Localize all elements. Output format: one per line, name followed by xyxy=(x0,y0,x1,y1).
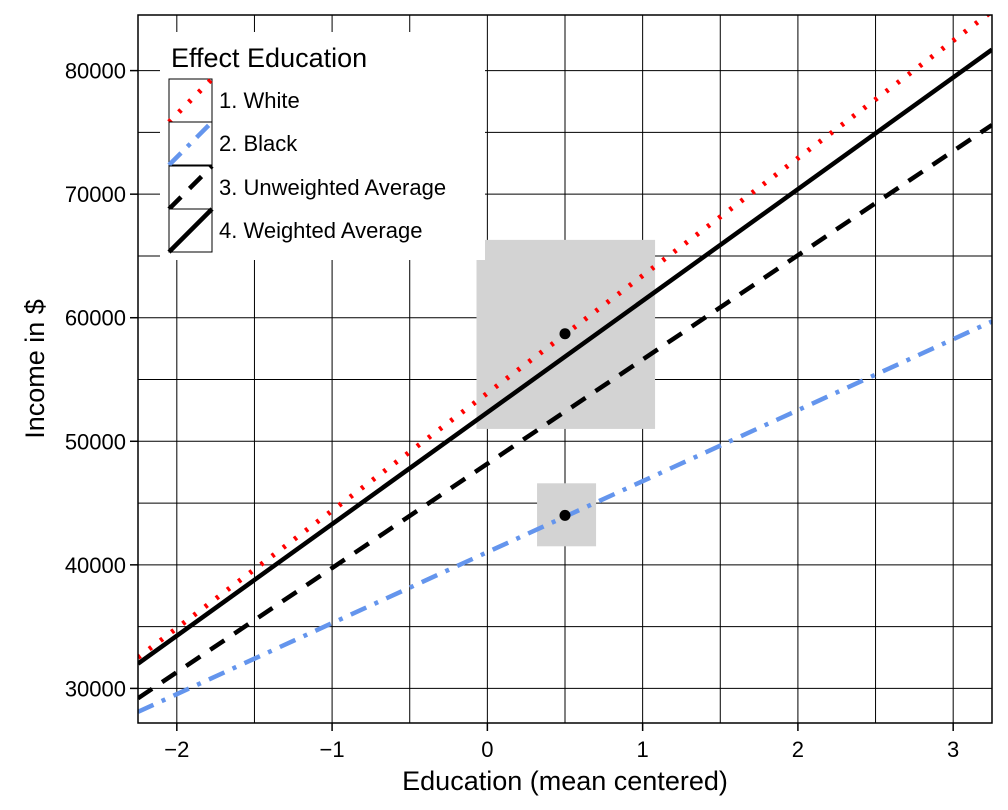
y-tick-label: 30000 xyxy=(65,676,126,701)
x-tick-label: 0 xyxy=(481,737,493,762)
legend-entry-2: 2. Black xyxy=(167,120,298,167)
x-axis-label: Education (mean centered) xyxy=(402,766,728,796)
legend-background xyxy=(160,32,485,260)
legend-entry-1: 1. White xyxy=(167,77,300,124)
legend-key-line xyxy=(167,120,214,167)
legend-title: Effect Education xyxy=(171,43,367,73)
x-tick-label: 1 xyxy=(637,737,649,762)
uncertainty-boxes xyxy=(476,239,656,547)
legend-entries: 1. White 2. Black 3. Unweighted Average 4. … xyxy=(167,77,446,254)
mean-point xyxy=(559,509,571,521)
legend-entry-3: 3. Unweighted Average xyxy=(167,164,446,211)
y-tick-label: 70000 xyxy=(65,182,126,207)
legend-key-line xyxy=(167,164,214,211)
legend-key-line xyxy=(167,207,214,254)
x-tick-label: −2 xyxy=(164,737,189,762)
legend-entry-label: 1. White xyxy=(219,88,300,113)
mean-point xyxy=(559,328,571,340)
y-axis-label: Income in $ xyxy=(20,299,50,439)
axis-ticks: −2 −1 0 1 2 3 30000 40000 50000 60000 70000 80000 xyxy=(65,59,959,762)
legend-entry-label: 2. Black xyxy=(219,131,298,156)
x-tick-label: 2 xyxy=(792,737,804,762)
y-tick-label: 60000 xyxy=(65,306,126,331)
legend-entry-4: 4. Weighted Average xyxy=(167,207,422,254)
y-tick-label: 80000 xyxy=(65,59,126,84)
y-tick-label: 50000 xyxy=(65,429,126,454)
plot-frame xyxy=(137,14,993,724)
series-line-3 xyxy=(138,123,992,701)
x-tick-label: 3 xyxy=(947,737,959,762)
mean-points xyxy=(559,328,571,521)
series-line-4 xyxy=(138,47,992,666)
x-tick-label: −1 xyxy=(320,737,345,762)
legend-key-line xyxy=(167,77,214,124)
legend: Effect Education 1. White 2. Black 3. Unwe… xyxy=(160,32,485,260)
legend-entry-label: 3. Unweighted Average xyxy=(219,175,446,200)
y-tick-label: 40000 xyxy=(65,553,126,578)
legend-entry-label: 4. Weighted Average xyxy=(219,218,422,243)
